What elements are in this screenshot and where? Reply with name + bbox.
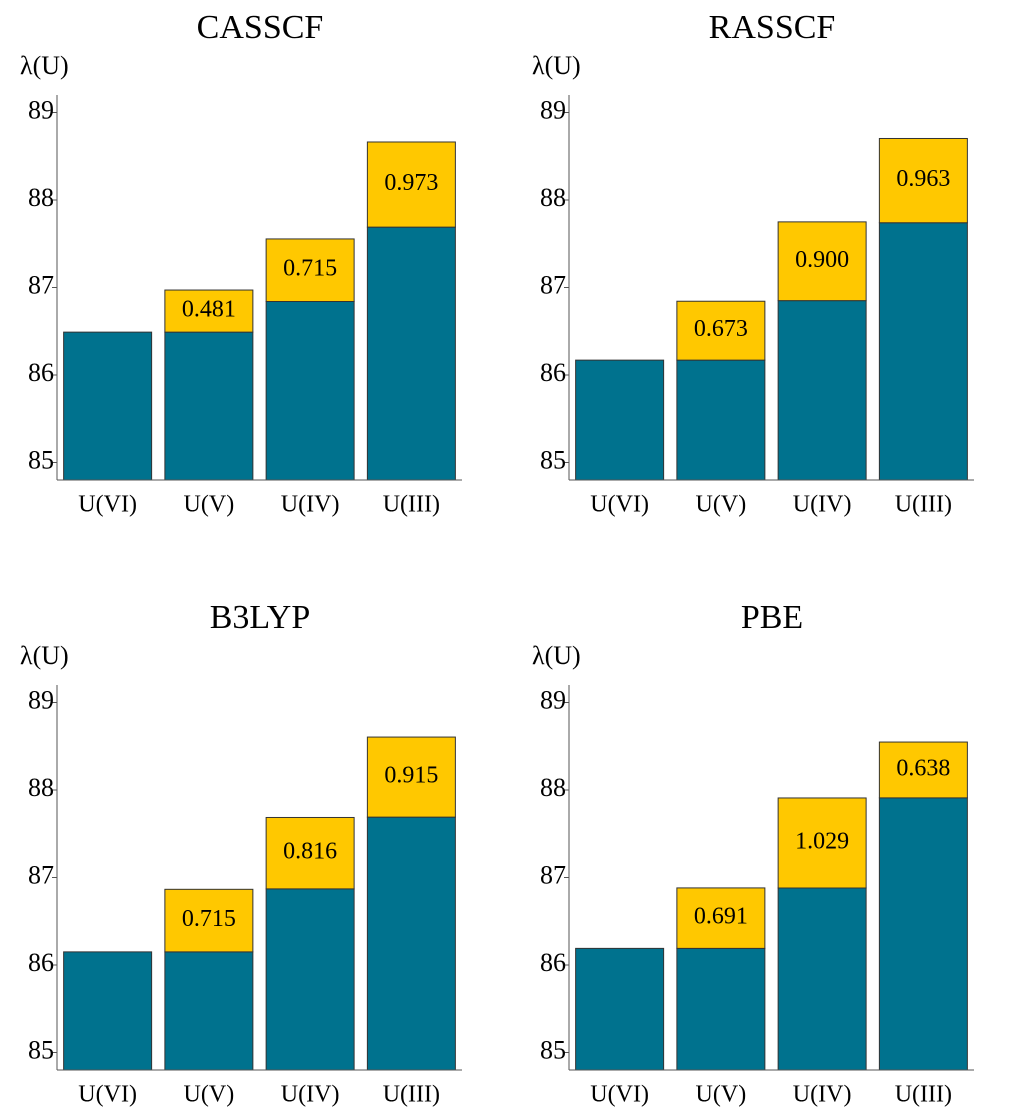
value-label: 0.963	[896, 166, 950, 192]
bar-segment	[676, 947, 766, 1071]
y-tick-label: 88	[28, 183, 54, 212]
bar-segment	[366, 736, 456, 818]
value-label: 0.816	[283, 839, 337, 865]
chart-title: RASSCF	[709, 9, 836, 46]
y-tick-label: 88	[540, 773, 566, 802]
y-axis-label: λ(U)	[20, 641, 69, 670]
y-tick-label: 85	[540, 1035, 566, 1064]
y-tick-label: 86	[28, 948, 54, 977]
x-tick-label: U(IV)	[793, 492, 852, 518]
x-tick-label: U(VI)	[590, 492, 649, 518]
bar-segment	[878, 137, 968, 224]
bar-segment	[265, 301, 355, 481]
value-label: 0.900	[795, 247, 849, 273]
bar-segment	[676, 359, 766, 481]
bar-segment	[878, 222, 968, 481]
x-tick-label: U(III)	[383, 492, 440, 518]
x-tick-label: U(V)	[184, 492, 235, 518]
y-tick-label: 88	[540, 183, 566, 212]
bar-segment	[63, 331, 153, 481]
value-label: 0.715	[182, 906, 236, 932]
x-tick-label: U(III)	[895, 492, 952, 518]
y-axis-label: λ(U)	[20, 51, 69, 80]
value-label: 0.973	[384, 170, 438, 196]
y-tick-label: 89	[28, 95, 54, 124]
bar-segment	[878, 797, 968, 1071]
bar-segment	[676, 887, 766, 949]
y-tick-label: 85	[28, 1035, 54, 1064]
y-tick-label: 88	[28, 773, 54, 802]
y-tick-label: 86	[540, 358, 566, 387]
bar-segment	[777, 797, 867, 889]
value-label: 0.673	[694, 316, 748, 342]
y-tick-label: 85	[28, 445, 54, 474]
bar-segment	[676, 300, 766, 361]
y-tick-label: 85	[540, 445, 566, 474]
y-tick-label: 89	[540, 685, 566, 714]
x-tick-label: U(V)	[184, 1082, 235, 1108]
x-tick-label: U(III)	[383, 1082, 440, 1108]
y-tick-label: 86	[28, 358, 54, 387]
bar-segment	[366, 816, 456, 1071]
y-tick-label: 87	[28, 860, 54, 889]
bar-segment	[265, 888, 355, 1071]
bar-segment	[366, 226, 456, 481]
x-tick-label: U(V)	[696, 492, 747, 518]
x-tick-label: U(VI)	[78, 492, 137, 518]
value-label: 0.691	[694, 904, 748, 930]
x-tick-label: U(VI)	[78, 1082, 137, 1108]
bar-segment	[777, 300, 867, 481]
bar-segment	[575, 947, 665, 1071]
y-tick-label: 89	[540, 95, 566, 124]
x-tick-label: U(IV)	[793, 1082, 852, 1108]
y-tick-label: 87	[540, 270, 566, 299]
value-label: 0.915	[384, 763, 438, 789]
x-tick-label: U(V)	[696, 1082, 747, 1108]
value-label: 0.715	[283, 256, 337, 282]
y-tick-label: 87	[540, 860, 566, 889]
bar-segment	[575, 359, 665, 481]
y-tick-label: 86	[540, 948, 566, 977]
x-tick-label: U(IV)	[281, 1082, 340, 1108]
x-tick-label: U(IV)	[281, 492, 340, 518]
bar-segment	[777, 221, 867, 302]
x-tick-label: U(VI)	[590, 1082, 649, 1108]
bar-segment	[164, 331, 254, 481]
y-axis-label: λ(U)	[532, 641, 581, 670]
chart-title: CASSCF	[197, 9, 324, 46]
bar-segment	[63, 951, 153, 1071]
y-tick-label: 89	[28, 685, 54, 714]
chart-title: PBE	[741, 599, 803, 636]
bar-segment	[777, 887, 867, 1071]
y-tick-label: 87	[28, 270, 54, 299]
value-label: 1.029	[795, 828, 849, 854]
x-tick-label: U(III)	[895, 1082, 952, 1108]
value-label: 0.638	[896, 755, 950, 781]
bar-segment	[164, 888, 254, 953]
y-axis-label: λ(U)	[532, 51, 581, 80]
value-label: 0.481	[182, 297, 236, 323]
bar-segment	[878, 741, 968, 799]
bar-segment	[265, 816, 355, 890]
bar-segment	[164, 289, 254, 333]
bar-segment	[366, 141, 456, 228]
bar-segment	[265, 238, 355, 302]
bar-segment	[164, 951, 254, 1071]
chart-title: B3LYP	[210, 599, 311, 636]
